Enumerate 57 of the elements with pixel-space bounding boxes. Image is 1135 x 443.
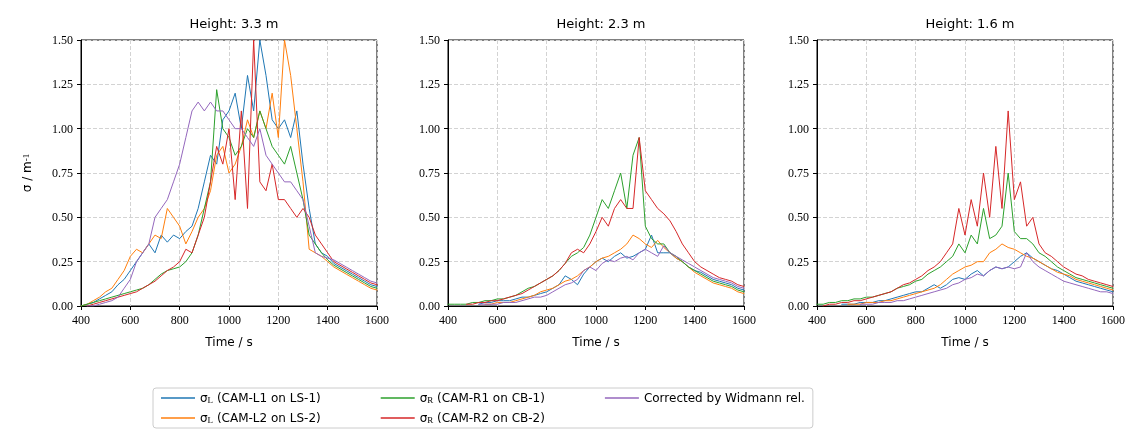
x-tick-label: 1000 <box>953 313 977 327</box>
x-tick-label: 400 <box>439 313 457 327</box>
x-tick-label: 400 <box>808 313 826 327</box>
y-tick-label: 1.50 <box>52 33 73 47</box>
y-tick-label: 0.75 <box>788 166 809 180</box>
y-tick-label: 1.50 <box>419 33 440 47</box>
x-tick-label: 1400 <box>682 313 707 327</box>
x-axis-title: Time / s <box>940 335 989 349</box>
y-tick-label: 1.00 <box>788 121 809 136</box>
x-tick-label: 1000 <box>217 313 241 327</box>
x-tick-label: 1000 <box>584 313 608 327</box>
y-tick-label: 1.25 <box>52 77 73 92</box>
x-tick-label: 1600 <box>365 313 389 327</box>
y-tick-label: 1.25 <box>788 77 809 92</box>
y-tick-label: 1.25 <box>419 77 440 92</box>
legend-label: σL (CAM-L2 on LS-2) <box>200 411 321 425</box>
x-tick-label: 400 <box>72 313 90 327</box>
y-tick-label: 0.25 <box>788 254 809 269</box>
y-tick-label: 0.75 <box>52 166 73 180</box>
x-tick-label: 800 <box>906 313 925 327</box>
x-tick-label: 1600 <box>732 313 756 327</box>
chart-title: Height: 2.3 m <box>556 16 646 31</box>
x-tick-label: 1200 <box>1002 313 1027 327</box>
line-series <box>478 245 745 305</box>
y-tick-label: 1.00 <box>52 121 73 136</box>
chart-title: Height: 1.6 m <box>925 16 1015 31</box>
x-tick-label: 1200 <box>633 313 658 327</box>
x-tick-label: 600 <box>488 313 507 327</box>
y-tick-label: 1.00 <box>419 121 440 136</box>
x-tick-label: 600 <box>121 313 140 327</box>
y-tick-label: 0.25 <box>419 254 440 269</box>
legend-label: σL (CAM-L1 on LS-1) <box>200 391 321 405</box>
x-tick-label: 1400 <box>1051 313 1076 327</box>
x-axis-title: Time / s <box>204 335 253 349</box>
line-series <box>847 243 1114 305</box>
x-tick-label: 800 <box>537 313 556 327</box>
y-tick-label: 0.25 <box>52 254 73 269</box>
legend-label: Corrected by Widmann rel. <box>643 391 805 405</box>
y-tick-label: 0.50 <box>788 210 809 225</box>
x-tick-label: 1400 <box>315 313 340 327</box>
legend-label: σR (CAM-R2 on CB-2) <box>419 411 545 425</box>
y-axis-title: σ / m-1 <box>20 153 34 193</box>
y-tick-label: 0.00 <box>52 299 73 313</box>
y-tick-label: 0.50 <box>52 210 73 225</box>
y-tick-label: 0.75 <box>419 166 440 180</box>
x-axis-title: Time / s <box>571 335 620 349</box>
y-tick-label: 0.00 <box>419 299 440 313</box>
legend-label: σR (CAM-R1 on CB-1) <box>419 391 545 405</box>
x-tick-label: 1200 <box>266 313 291 327</box>
x-tick-label: 800 <box>170 313 189 327</box>
chart-title: Height: 3.3 m <box>189 16 279 31</box>
x-tick-label: 600 <box>857 313 876 327</box>
y-tick-label: 0.00 <box>788 299 809 313</box>
y-tick-label: 0.50 <box>419 210 440 225</box>
x-tick-label: 1600 <box>1101 313 1125 327</box>
y-tick-label: 1.50 <box>788 33 809 47</box>
line-series <box>822 110 1114 307</box>
